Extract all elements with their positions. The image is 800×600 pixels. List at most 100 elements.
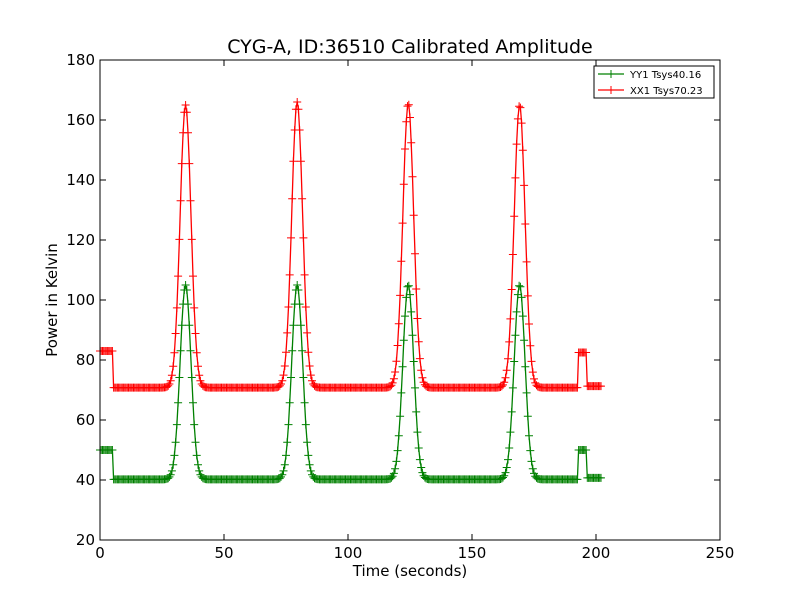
data-point	[408, 331, 417, 340]
data-point	[518, 146, 527, 155]
data-point	[597, 473, 605, 482]
data-point	[516, 282, 525, 291]
data-point	[401, 312, 409, 321]
data-point	[288, 194, 297, 203]
y-tick-label: 180	[66, 51, 95, 69]
data-point	[408, 172, 417, 181]
data-point	[175, 373, 184, 382]
data-point	[296, 321, 305, 330]
data-point	[398, 219, 407, 228]
data-point	[521, 362, 530, 371]
data-point	[288, 346, 297, 355]
data-point	[521, 220, 530, 228]
data-point	[308, 376, 316, 385]
data-point	[295, 126, 304, 134]
data-point	[174, 398, 183, 407]
data-point	[289, 321, 298, 330]
data-point	[515, 102, 524, 111]
data-point	[164, 381, 173, 390]
data-point	[194, 460, 202, 469]
data-point	[303, 328, 312, 337]
y-tick-label: 160	[66, 111, 95, 129]
data-point	[165, 380, 174, 388]
data-point	[191, 438, 200, 447]
legend-label: YY1 Tsys40.16	[629, 70, 701, 81]
data-point	[303, 438, 312, 447]
data-point	[172, 303, 181, 312]
data-point	[411, 383, 419, 392]
series-line	[100, 101, 601, 389]
data-point	[282, 451, 290, 460]
data-point	[280, 362, 289, 370]
data-point	[394, 431, 403, 440]
data-point	[185, 321, 194, 330]
data-point	[167, 371, 176, 380]
data-point	[186, 196, 195, 205]
data-point	[184, 128, 192, 137]
data-point	[396, 412, 405, 421]
data-point	[189, 398, 197, 407]
data-point	[176, 196, 185, 205]
data-point	[185, 159, 194, 168]
data-point	[397, 257, 406, 266]
data-point	[527, 457, 536, 466]
data-point	[415, 455, 424, 464]
data-point	[516, 103, 525, 112]
data-point	[502, 463, 511, 472]
data-point	[517, 119, 526, 128]
data-point	[506, 314, 515, 323]
data-point	[392, 357, 401, 366]
data-point	[388, 378, 397, 387]
data-point	[417, 463, 426, 472]
data-point	[301, 420, 310, 429]
series-line	[100, 284, 601, 481]
data-point	[177, 159, 186, 168]
y-tick-label: 40	[76, 471, 95, 489]
x-tick-label: 0	[95, 544, 105, 562]
y-tick-label: 80	[76, 351, 95, 369]
data-point	[284, 303, 293, 311]
data-point	[181, 281, 190, 289]
data-point	[306, 371, 315, 380]
data-point	[182, 108, 191, 117]
data-point	[399, 336, 408, 345]
data-point	[505, 337, 514, 346]
data-point	[296, 157, 305, 166]
data-point	[505, 444, 514, 452]
data-point	[407, 138, 416, 147]
data-point	[393, 341, 402, 350]
data-point	[526, 341, 535, 350]
legend-label: XX1 Tsys70.23	[630, 86, 703, 97]
legend-marker	[607, 70, 615, 78]
data-point	[414, 337, 423, 346]
data-point	[520, 181, 529, 190]
data-point	[414, 444, 423, 452]
ticks-layer: 0 50 100 150 200 250 20 40 60 80 100 120 140 160 180	[66, 51, 734, 562]
data-point	[283, 328, 292, 337]
data-point	[500, 378, 509, 387]
data-point	[285, 270, 294, 279]
data-point	[287, 233, 295, 242]
data-point	[504, 354, 512, 363]
data-point	[392, 457, 401, 466]
data-point	[295, 300, 304, 309]
data-point	[194, 362, 202, 371]
data-point	[399, 180, 408, 189]
data-point	[501, 468, 510, 477]
data-point	[108, 347, 117, 355]
data-point	[522, 388, 531, 397]
data-point	[177, 321, 186, 330]
data-point	[403, 282, 412, 291]
data-point	[300, 398, 309, 407]
data-point	[411, 249, 419, 258]
data-point	[413, 428, 422, 437]
data-point	[166, 376, 175, 385]
data-point	[278, 470, 287, 479]
data-point	[169, 362, 178, 371]
data-point	[293, 281, 302, 289]
data-point	[174, 272, 183, 281]
x-tick-label: 50	[214, 544, 233, 562]
data-point	[525, 431, 533, 440]
data-point	[184, 300, 192, 309]
